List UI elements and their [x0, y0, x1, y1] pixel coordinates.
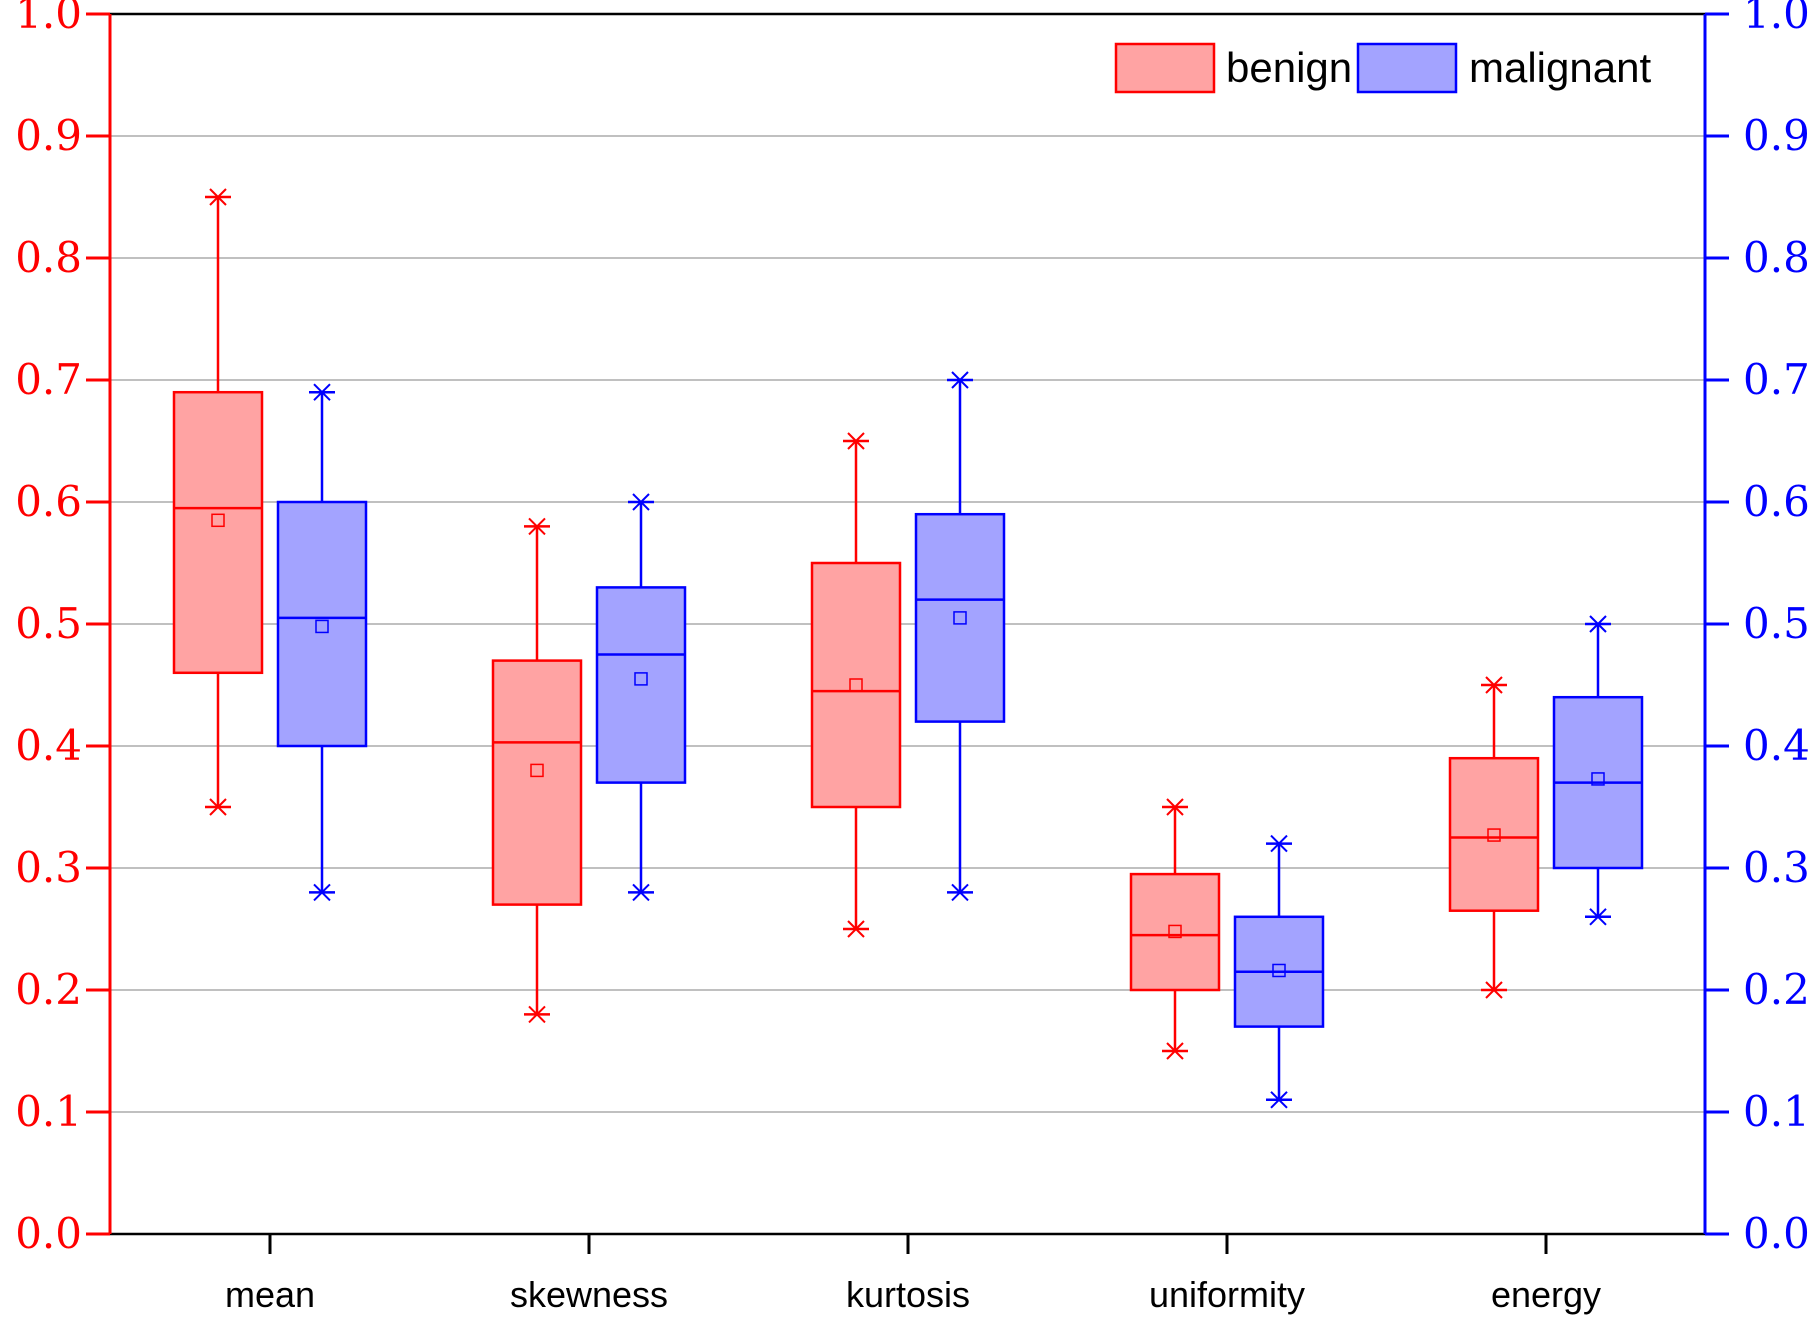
- right-tick-label: 0.5: [1743, 599, 1810, 648]
- max-marker-x2: [1485, 676, 1503, 694]
- max-marker-x2: [313, 383, 331, 401]
- min-marker-x2: [1485, 981, 1503, 999]
- max-marker-x2: [632, 493, 650, 511]
- max-marker-x2: [209, 188, 227, 206]
- right-tick-label: 0.6: [1743, 477, 1810, 526]
- mean-marker: [1591, 772, 1605, 786]
- left-tick-label: 1.0: [15, 0, 82, 38]
- left-tick-label: 0.0: [15, 1209, 82, 1258]
- box-malignant-skewness: [595, 493, 687, 902]
- box-malignant-kurtosis: [914, 371, 1006, 902]
- max-marker-x2: [951, 371, 969, 389]
- box-malignant-uniformity: [1233, 834, 1325, 1109]
- left-tick-label: 0.4: [15, 721, 82, 770]
- legend: benign malignant: [1114, 42, 1651, 94]
- mean-marker: [1168, 924, 1182, 939]
- left-tick-label: 0.9: [15, 111, 82, 160]
- box-body: [810, 561, 902, 809]
- left-tick-label: 0.5: [15, 599, 82, 648]
- box-benign-kurtosis: [810, 432, 902, 938]
- box-series: [172, 188, 1644, 1109]
- right-tick-label: 0.1: [1743, 1087, 1810, 1136]
- max-marker-x2: [528, 517, 546, 536]
- category-label-energy: energy: [1491, 1274, 1601, 1315]
- box-malignant-energy: [1552, 615, 1644, 926]
- mean-marker: [211, 513, 225, 528]
- min-marker-x2: [528, 1005, 546, 1024]
- right-tick-label: 0.0: [1743, 1209, 1810, 1258]
- box-benign-mean: [172, 188, 264, 816]
- box-benign-uniformity: [1129, 798, 1221, 1060]
- left-tick-label: 0.1: [15, 1087, 82, 1136]
- box-benign-energy: [1448, 676, 1540, 999]
- legend-swatch: [1114, 42, 1216, 94]
- min-marker-x2: [313, 883, 331, 902]
- legend-item-benign: benign: [1114, 42, 1352, 94]
- category-label-skewness: skewness: [510, 1274, 668, 1315]
- box-body: [491, 659, 583, 906]
- category-label-mean: mean: [225, 1274, 315, 1315]
- right-tick-label: 0.3: [1743, 843, 1810, 892]
- mean-marker: [634, 672, 648, 686]
- legend-item-malignant: malignant: [1356, 42, 1651, 94]
- legend-label: malignant: [1469, 44, 1651, 91]
- mean-marker: [849, 678, 863, 692]
- box-body: [1448, 756, 1540, 912]
- max-marker-x2: [847, 432, 865, 450]
- left-tick-label: 0.8: [15, 233, 82, 282]
- max-marker-x2: [1589, 615, 1607, 633]
- box-body: [172, 390, 264, 675]
- axes: 0.0 0.0 0.1 0.1 0.2 0.2 0.3 0.3 0.4 0.4 0.5 0.5 0.6 0…: [15, 0, 1810, 1315]
- category-label-uniformity: uniformity: [1149, 1274, 1305, 1315]
- min-marker-x2: [951, 883, 969, 902]
- min-marker-x2: [1166, 1042, 1184, 1060]
- left-tick-label: 0.2: [15, 965, 82, 1014]
- mean-marker: [1487, 828, 1501, 842]
- box-body: [1129, 872, 1221, 992]
- mean-marker: [1272, 963, 1286, 978]
- max-marker-x2: [1270, 834, 1288, 853]
- left-tick-label: 0.7: [15, 355, 82, 404]
- box-body: [914, 512, 1006, 723]
- right-tick-label: 0.7: [1743, 355, 1810, 404]
- min-marker-x2: [847, 920, 865, 938]
- right-tick-label: 0.8: [1743, 233, 1810, 282]
- mean-marker: [953, 611, 967, 625]
- min-marker-x2: [1589, 908, 1607, 926]
- legend-swatch: [1356, 42, 1458, 94]
- box-benign-skewness: [491, 517, 583, 1024]
- mean-marker: [530, 763, 544, 778]
- gridlines: [110, 135, 1705, 1113]
- left-tick-label: 0.3: [15, 843, 82, 892]
- right-tick-label: 0.2: [1743, 965, 1810, 1014]
- legend-label: benign: [1226, 44, 1352, 91]
- right-tick-label: 0.9: [1743, 111, 1810, 160]
- left-tick-label: 0.6: [15, 477, 82, 526]
- right-tick-label: 1.0: [1743, 0, 1810, 38]
- max-marker-x2: [1166, 798, 1184, 816]
- right-tick-label: 0.4: [1743, 721, 1810, 770]
- category-label-kurtosis: kurtosis: [846, 1274, 970, 1315]
- min-marker-x2: [632, 883, 650, 902]
- box-malignant-mean: [276, 383, 368, 902]
- min-marker-x2: [209, 798, 227, 816]
- box-body: [276, 500, 368, 748]
- min-marker-x2: [1270, 1091, 1288, 1109]
- mean-marker: [315, 619, 329, 634]
